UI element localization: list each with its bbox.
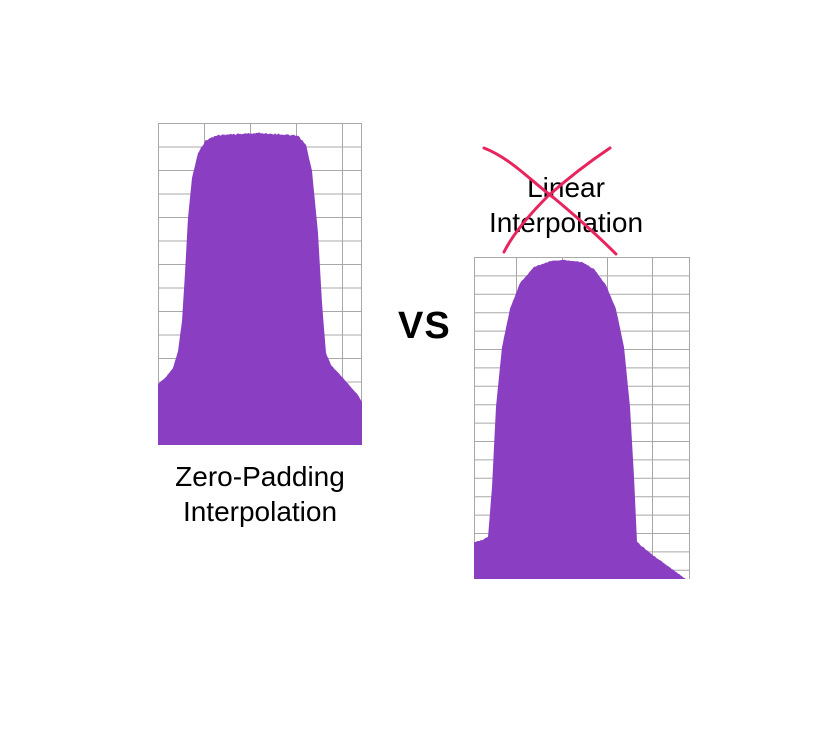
zero-padding-spectrum-plot bbox=[158, 123, 362, 445]
linear-interpolation-caption: Linear Interpolation bbox=[456, 170, 676, 240]
cross-stroke bbox=[502, 146, 612, 254]
caption-line-2: Interpolation bbox=[182, 496, 338, 527]
spectrum-fill bbox=[158, 132, 362, 445]
caption-line-1: Zero-Padding bbox=[175, 461, 345, 492]
linear-interpolation-spectrum-plot bbox=[474, 257, 690, 579]
zero-padding-caption: Zero-Padding Interpolation bbox=[150, 459, 370, 529]
vs-label: VS bbox=[398, 305, 451, 347]
cross-stroke bbox=[482, 146, 618, 256]
spectrum-fill bbox=[474, 259, 686, 579]
cross-out-mark bbox=[482, 146, 618, 256]
